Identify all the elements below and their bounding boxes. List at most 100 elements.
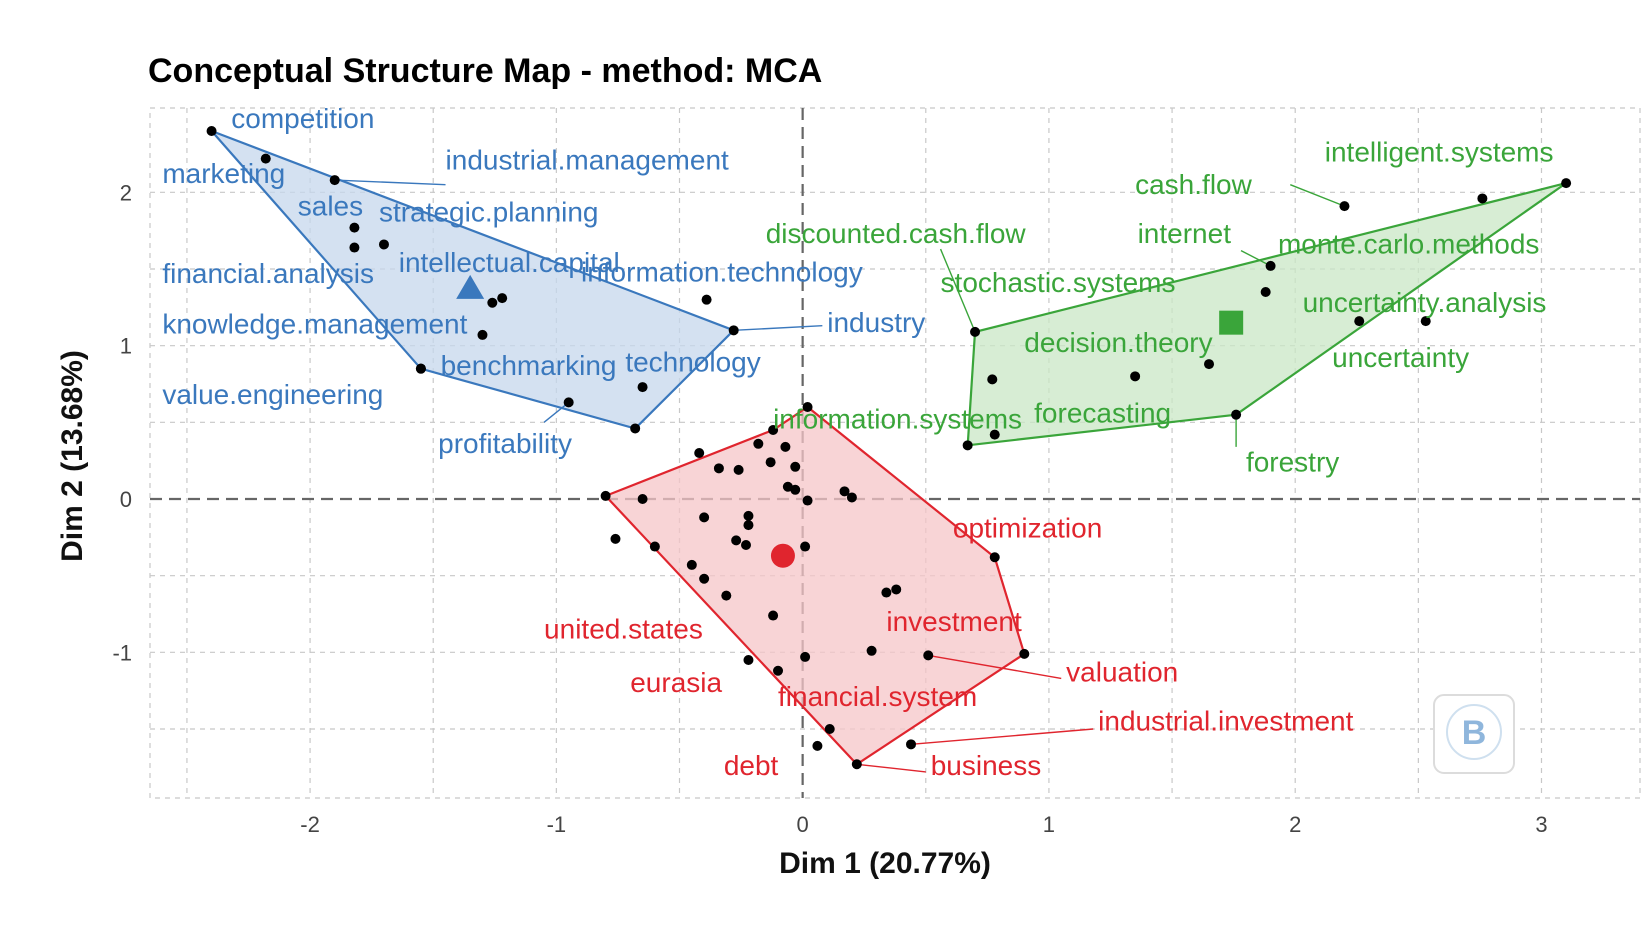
bibliometrix-logo-icon: B — [1433, 694, 1515, 774]
label-uncertainty.analysis: uncertainty.analysis — [1303, 287, 1547, 318]
label-industrial.management: industrial.management — [446, 144, 729, 175]
label-cash.flow: cash.flow — [1135, 169, 1252, 200]
label-benchmarking: benchmarking — [441, 350, 617, 381]
label-forecasting: forecasting — [1034, 397, 1171, 428]
x-tick-label: 1 — [1043, 812, 1055, 837]
point-profitability — [563, 397, 574, 408]
data-point — [765, 457, 776, 468]
label-forestry: forestry — [1246, 446, 1339, 477]
label-marketing: marketing — [162, 158, 285, 189]
label-stochastic.systems: stochastic.systems — [941, 267, 1176, 298]
point-competition — [206, 126, 217, 136]
point-valuation — [1019, 648, 1030, 659]
label-industrial.investment: industrial.investment — [1098, 706, 1353, 737]
y-tick-label: 1 — [120, 334, 132, 359]
leader-line — [856, 763, 926, 773]
data-point — [649, 541, 660, 552]
point-decision.theory — [1204, 359, 1215, 370]
data-point — [637, 494, 648, 504]
label-optimization: optimization — [953, 512, 1102, 543]
point-forecasting — [1130, 371, 1141, 382]
y-axis-title: Dim 2 (13.68%) — [56, 350, 89, 562]
data-point — [497, 293, 508, 304]
data-point — [790, 484, 801, 495]
point-financial.analysis — [349, 242, 360, 253]
label-financial.analysis: financial.analysis — [162, 258, 374, 289]
data-point — [743, 510, 754, 521]
data-point — [790, 461, 801, 472]
leader-line — [910, 728, 1094, 746]
point-cash.flow — [1339, 201, 1350, 212]
label-decision.theory: decision.theory — [1024, 327, 1212, 358]
label-value.engineering: value.engineering — [162, 379, 383, 410]
cluster-centroids — [456, 274, 1244, 568]
data-point — [713, 463, 724, 474]
x-tick-label: -1 — [547, 812, 567, 837]
label-debt: debt — [724, 750, 779, 781]
point-marketing — [260, 153, 271, 164]
data-point — [686, 559, 697, 570]
point-debt — [812, 740, 823, 751]
label-discounted.cash.flow: discounted.cash.flow — [766, 218, 1027, 249]
x-tick-label: -2 — [300, 812, 320, 837]
leader-line — [733, 325, 823, 332]
label-leader-lines — [334, 179, 1345, 773]
point-stochastic.systems — [1260, 287, 1271, 297]
label-valuation: valuation — [1066, 656, 1178, 687]
label-monte.carlo.methods: monte.carlo.methods — [1278, 229, 1539, 260]
point-forestry — [1231, 409, 1242, 420]
data-point — [802, 402, 813, 412]
label-uncertainty: uncertainty — [1332, 342, 1469, 373]
point-optimization — [989, 552, 1000, 563]
point-labels: competition industrial.management marketin… — [162, 103, 1553, 781]
y-tick-label: 0 — [120, 487, 132, 512]
label-strategic.planning: strategic.planning — [379, 196, 598, 227]
point-technology — [637, 382, 648, 393]
label-investment: investment — [886, 606, 1022, 637]
point-eurasia — [773, 665, 784, 676]
y-tick-label: -1 — [112, 640, 132, 665]
x-tick-label: 0 — [797, 812, 809, 837]
svg-text:B: B — [1462, 714, 1487, 752]
point-strategic.planning — [378, 239, 389, 250]
label-united.states: united.states — [544, 614, 703, 645]
point-intellectual.capital — [487, 297, 498, 308]
data-point — [881, 587, 892, 598]
data-point — [721, 590, 732, 601]
point-internet — [1265, 260, 1276, 271]
data-point — [600, 490, 611, 501]
data-point — [839, 486, 850, 497]
point-information.technology — [701, 294, 712, 305]
label-information.systems: information.systems — [773, 403, 1022, 434]
data-point — [987, 374, 998, 385]
data-point — [753, 438, 764, 449]
label-competition: competition — [231, 103, 374, 134]
label-internet: internet — [1138, 218, 1232, 249]
data-point — [768, 425, 779, 435]
x-axis-title: Dim 1 (20.77%) — [779, 847, 991, 880]
point-industrial.management — [329, 175, 340, 186]
label-industry: industry — [827, 307, 925, 338]
data-point — [891, 584, 902, 595]
data-point — [743, 520, 754, 531]
point-information.systems — [989, 429, 1000, 440]
point-industry — [728, 325, 739, 336]
point-industrial.investment — [906, 739, 917, 750]
label-eurasia: eurasia — [630, 667, 722, 698]
point-discounted.cash.flow — [970, 326, 981, 337]
label-information.technology: information.technology — [581, 256, 863, 287]
leader-line — [928, 654, 1062, 680]
data-point — [733, 464, 744, 475]
leader-line — [939, 248, 976, 333]
data-point — [699, 512, 710, 523]
axis-ticks: -2 -1 0 1 2 3 -1 0 1 2 — [112, 180, 1547, 837]
cluster-3-centroid-circle — [770, 543, 795, 568]
data-point — [694, 448, 705, 458]
data-point — [800, 541, 811, 552]
data-point — [741, 540, 751, 550]
label-profitability: profitability — [438, 428, 572, 459]
data-point — [768, 610, 779, 621]
point-uncertainty.analysis — [1354, 316, 1365, 327]
point-united.states — [866, 645, 877, 656]
